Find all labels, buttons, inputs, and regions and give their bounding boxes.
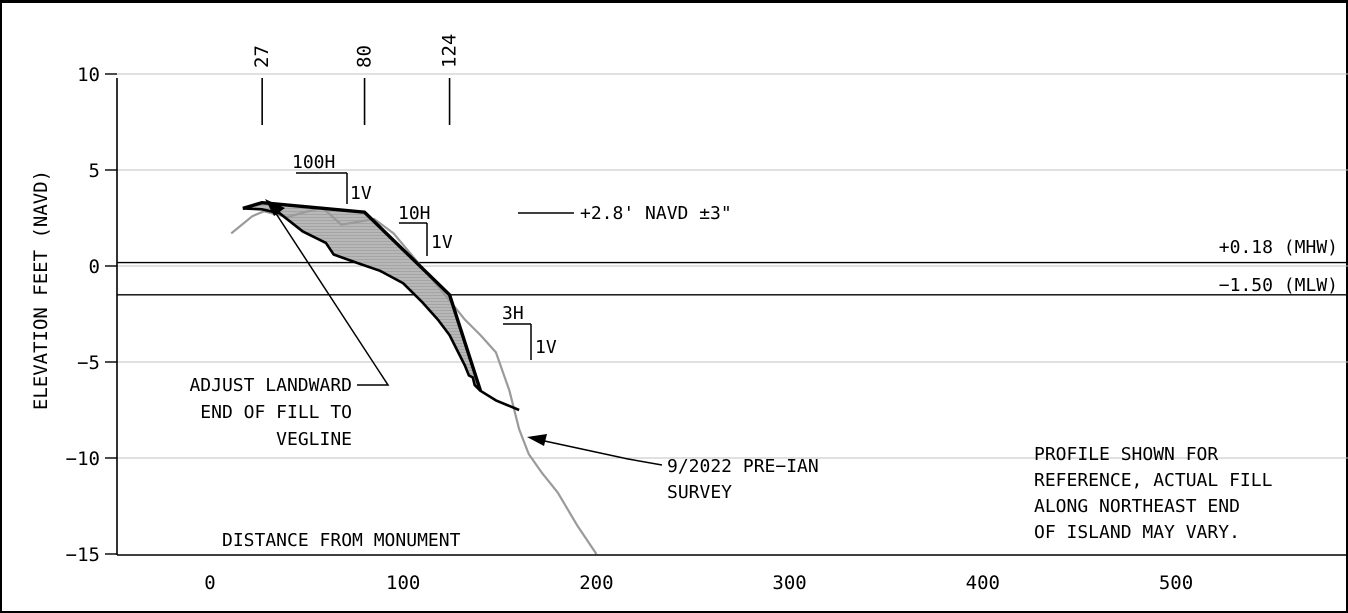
- elevation-note: +2.8' NAVD ±3": [580, 203, 732, 224]
- mlw-label: −1.50 (MLW): [1219, 275, 1338, 296]
- slope-v-label: 1V: [431, 232, 453, 253]
- x-tick-label: 0: [204, 572, 215, 594]
- slope-v-label: 1V: [350, 183, 372, 204]
- y-axis-label: ELEVATION FEET (NAVD): [30, 170, 52, 410]
- reference-note-line-4: OF ISLAND MAY VARY.: [1034, 522, 1240, 543]
- adjust-note-line-1: ADJUST LANDWARD: [189, 375, 352, 396]
- slope-label-100h: 100H 1V: [292, 152, 372, 204]
- x-axis-label: DISTANCE FROM MONUMENT: [222, 530, 461, 551]
- axes: [105, 73, 1348, 556]
- grid-lines: [117, 73, 1348, 459]
- arrowhead: [527, 434, 547, 446]
- reference-note: PROFILE SHOWN FOR REFERENCE, ACTUAL FILL…: [1034, 444, 1273, 543]
- slope-h-label: 3H: [502, 303, 524, 324]
- y-tick-label: −5: [77, 352, 100, 374]
- survey-note-line-1: 9/2022 PRE−IAN: [667, 456, 819, 477]
- y-tick-label: 0: [89, 256, 100, 278]
- tick-labels: 10 5 0 −5 −10 −15 0 100 200 300 400 500: [66, 64, 1193, 594]
- adjust-landward-note: ADJUST LANDWARD END OF FILL TO VEGLINE: [189, 199, 390, 450]
- station-label: 124: [439, 34, 461, 68]
- arrowhead: [265, 199, 285, 216]
- slope-label-10h: 10H 1V: [398, 203, 453, 256]
- x-tick-label: 100: [386, 572, 420, 594]
- y-tick-label: −10: [66, 448, 100, 470]
- series-line: [242, 207, 520, 412]
- survey-note-line-2: SURVEY: [667, 482, 732, 503]
- station-label: 80: [354, 45, 376, 68]
- reference-note-line-3: ALONG NORTHEAST END: [1034, 496, 1240, 517]
- series-line: [242, 200, 483, 392]
- tidal-reference-lines: [117, 261, 1348, 296]
- fill-area: [242, 202, 481, 391]
- station-markers: 27 80 124: [251, 34, 461, 125]
- reference-note-line-2: REFERENCE, ACTUAL FILL: [1034, 470, 1273, 491]
- mhw-label: +0.18 (MHW): [1219, 237, 1338, 258]
- y-tick-label: 5: [89, 160, 100, 182]
- adjust-note-line-2: END OF FILL TO: [200, 402, 352, 423]
- slope-label-3h: 3H 1V: [502, 303, 557, 360]
- x-tick-label: 500: [1159, 572, 1193, 594]
- y-tick-label: 10: [77, 64, 100, 86]
- pre-ian-survey-note: 9/2022 PRE−IAN SURVEY: [527, 434, 819, 503]
- x-tick-label: 200: [579, 572, 613, 594]
- slope-h-label: 100H: [292, 152, 335, 173]
- profile-series: [230, 200, 598, 555]
- station-label: 27: [251, 45, 273, 68]
- slope-h-label: 10H: [398, 203, 431, 224]
- slope-v-label: 1V: [535, 337, 557, 358]
- x-tick-label: 400: [966, 572, 1000, 594]
- x-tick-label: 300: [772, 572, 806, 594]
- adjust-note-line-3: VEGLINE: [276, 429, 352, 450]
- y-tick-label: −15: [66, 544, 100, 566]
- reference-note-line-1: PROFILE SHOWN FOR: [1034, 444, 1218, 465]
